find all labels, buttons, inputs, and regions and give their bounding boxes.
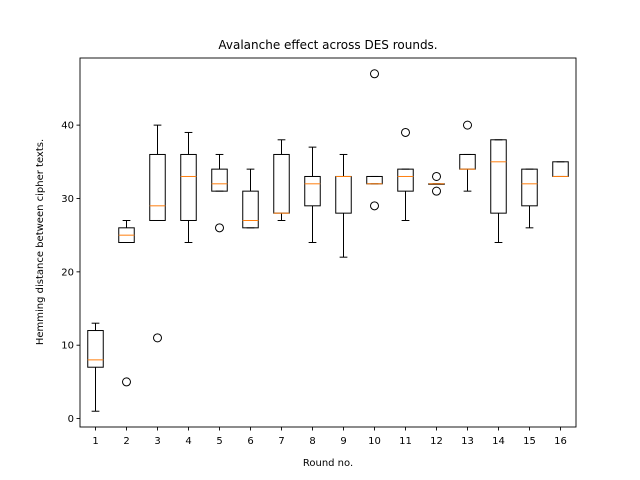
- x-tick-label: 1: [92, 436, 98, 447]
- x-tick-label: 4: [185, 436, 191, 447]
- flier-point: [122, 377, 131, 387]
- box-round-14: [490, 139, 507, 214]
- y-tick-label: 30: [61, 194, 74, 205]
- box-round-15: [521, 168, 538, 207]
- box-round-4: [180, 153, 197, 221]
- plot-frame: [79, 57, 577, 428]
- box-round-8: [304, 175, 321, 207]
- x-tick-label: 2: [123, 436, 129, 447]
- x-tick-label: 7: [278, 436, 284, 447]
- x-tick-label: 6: [247, 436, 253, 447]
- flier-point: [215, 223, 224, 233]
- x-tick-label: 5: [216, 436, 222, 447]
- x-axis-label: Round no.: [303, 458, 353, 469]
- x-tick-label: 12: [430, 436, 443, 447]
- flier-point: [370, 69, 379, 79]
- flier-point: [401, 127, 410, 137]
- flier-point: [153, 333, 162, 343]
- x-tick-label: 16: [554, 436, 567, 447]
- x-tick-label: 10: [368, 436, 381, 447]
- box-round-5: [211, 168, 228, 192]
- box-round-11: [397, 168, 414, 192]
- box-round-1: [87, 330, 104, 368]
- y-tick-label: 10: [61, 341, 74, 352]
- flier-point: [432, 171, 441, 181]
- flier-point: [370, 201, 379, 211]
- y-tick-label: 20: [61, 267, 74, 278]
- x-tick-label: 8: [309, 436, 315, 447]
- y-tick-label: 0: [68, 414, 74, 425]
- x-tick-label: 9: [340, 436, 346, 447]
- box-round-3: [149, 153, 166, 221]
- box-round-6: [242, 190, 259, 229]
- x-tick-label: 14: [492, 436, 505, 447]
- y-axis-label: Hemming distance between cipher texts.: [35, 139, 46, 345]
- x-tick-label: 15: [523, 436, 536, 447]
- flier-point: [432, 186, 441, 196]
- x-tick-label: 3: [154, 436, 160, 447]
- flier-point: [463, 120, 472, 130]
- x-tick-label: 13: [461, 436, 474, 447]
- x-tick-label: 11: [399, 436, 412, 447]
- y-tick-label: 40: [61, 121, 74, 132]
- chart-title: Avalanche effect across DES rounds.: [218, 38, 437, 52]
